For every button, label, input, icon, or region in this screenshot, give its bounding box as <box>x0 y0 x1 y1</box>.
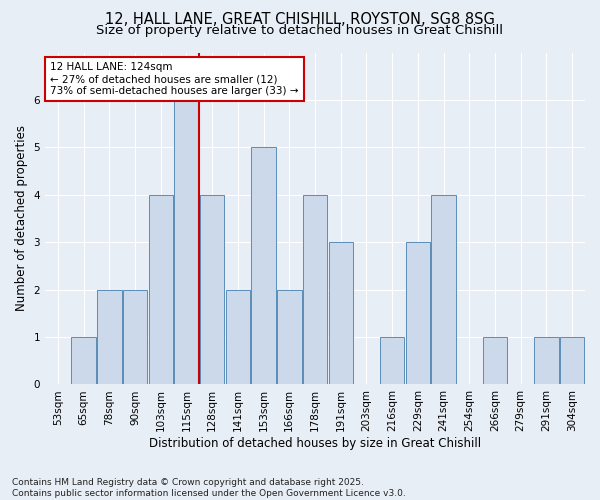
Bar <box>431 195 456 384</box>
Bar <box>380 337 404 384</box>
Bar <box>277 290 302 384</box>
X-axis label: Distribution of detached houses by size in Great Chishill: Distribution of detached houses by size … <box>149 437 481 450</box>
Text: Contains HM Land Registry data © Crown copyright and database right 2025.
Contai: Contains HM Land Registry data © Crown c… <box>12 478 406 498</box>
Y-axis label: Number of detached properties: Number of detached properties <box>15 126 28 312</box>
Bar <box>123 290 147 384</box>
Bar <box>406 242 430 384</box>
Bar <box>97 290 122 384</box>
Bar <box>303 195 327 384</box>
Bar <box>560 337 584 384</box>
Bar <box>534 337 559 384</box>
Text: 12, HALL LANE, GREAT CHISHILL, ROYSTON, SG8 8SG: 12, HALL LANE, GREAT CHISHILL, ROYSTON, … <box>105 12 495 28</box>
Bar <box>174 100 199 384</box>
Text: Size of property relative to detached houses in Great Chishill: Size of property relative to detached ho… <box>97 24 503 37</box>
Bar <box>200 195 224 384</box>
Bar <box>71 337 96 384</box>
Bar <box>149 195 173 384</box>
Text: 12 HALL LANE: 124sqm
← 27% of detached houses are smaller (12)
73% of semi-detac: 12 HALL LANE: 124sqm ← 27% of detached h… <box>50 62 299 96</box>
Bar <box>226 290 250 384</box>
Bar <box>483 337 507 384</box>
Bar <box>329 242 353 384</box>
Bar <box>251 148 276 384</box>
